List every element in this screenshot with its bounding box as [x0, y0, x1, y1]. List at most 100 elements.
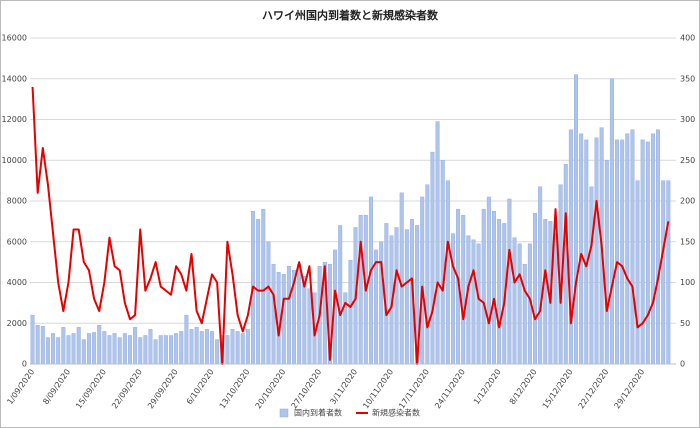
bar	[215, 339, 220, 365]
bar	[174, 333, 179, 365]
bar	[399, 192, 404, 365]
bar	[481, 208, 486, 365]
bar	[56, 337, 61, 365]
bar	[179, 331, 184, 365]
bar	[666, 180, 671, 365]
bar	[522, 263, 527, 365]
bar	[240, 333, 245, 365]
bar	[584, 139, 589, 365]
bar	[256, 219, 261, 365]
bar	[358, 215, 363, 365]
y2-tick-label: 50	[680, 319, 690, 328]
bar	[184, 314, 189, 365]
bar	[61, 327, 66, 365]
bar	[45, 337, 50, 365]
y-tick-label: 6000	[7, 237, 27, 246]
bar	[538, 186, 543, 365]
bar	[51, 333, 56, 365]
bar	[271, 263, 276, 365]
bar	[486, 196, 491, 365]
bar	[348, 259, 353, 365]
bar	[266, 241, 271, 365]
bar	[102, 331, 107, 365]
y2-tick-label: 150	[680, 237, 695, 246]
bar	[76, 327, 81, 365]
bar	[230, 329, 235, 365]
bar	[122, 333, 127, 365]
bar	[491, 210, 496, 365]
bar	[543, 219, 548, 365]
y-tick-label: 14000	[2, 74, 27, 83]
bar	[168, 335, 173, 365]
bar	[553, 233, 558, 365]
bar	[199, 331, 204, 365]
bar	[307, 288, 312, 365]
y-tick-label: 12000	[2, 115, 27, 124]
bar	[656, 129, 661, 365]
bar	[40, 326, 45, 365]
bar	[640, 139, 645, 365]
bar	[609, 78, 614, 365]
y-tick-label: 10000	[2, 156, 27, 165]
bar	[512, 237, 517, 365]
bar	[476, 243, 481, 365]
bar	[425, 184, 430, 365]
bar	[81, 339, 86, 365]
bar	[281, 274, 286, 365]
bar	[35, 325, 40, 365]
bar	[92, 332, 97, 365]
bar	[574, 74, 579, 365]
bar	[97, 325, 102, 365]
bar	[645, 141, 650, 365]
bar	[112, 333, 117, 365]
bar	[497, 219, 502, 365]
bar	[297, 263, 302, 365]
bar	[66, 335, 71, 365]
bar	[30, 314, 35, 365]
bar	[604, 160, 609, 365]
y2-tick-label: 350	[680, 74, 695, 83]
bar	[153, 339, 158, 365]
bar	[661, 180, 666, 365]
bar	[158, 335, 163, 365]
bar	[594, 137, 599, 365]
bar	[517, 243, 522, 365]
bar	[450, 233, 455, 365]
bar	[127, 335, 132, 365]
bar	[374, 249, 379, 365]
bar	[394, 227, 399, 365]
bar	[71, 333, 76, 365]
bar	[368, 196, 373, 365]
bar	[245, 329, 250, 365]
bar	[461, 215, 466, 365]
bar	[589, 186, 594, 365]
bar	[143, 335, 148, 365]
y-tick-label: 0	[22, 360, 27, 369]
bar	[435, 121, 440, 365]
bar	[471, 239, 476, 365]
bar	[563, 164, 568, 365]
bar	[189, 329, 194, 365]
bar	[635, 180, 640, 365]
bar	[148, 329, 153, 365]
bar	[194, 327, 199, 365]
legend-label: 国内到着者数	[294, 408, 342, 418]
bar	[404, 229, 409, 365]
bar	[420, 196, 425, 365]
bar	[533, 213, 538, 365]
y2-tick-label: 300	[680, 115, 695, 124]
y-tick-label: 2000	[7, 319, 27, 328]
bar	[204, 329, 209, 365]
bar	[630, 129, 635, 365]
bar	[625, 133, 630, 365]
y2-tick-label: 0	[680, 360, 685, 369]
bar	[302, 276, 307, 365]
bar	[650, 133, 655, 365]
bar	[507, 198, 512, 365]
bar	[107, 335, 112, 365]
y2-tick-label: 400	[680, 34, 695, 43]
bar	[225, 335, 230, 365]
y-tick-label: 16000	[2, 34, 27, 43]
bar	[568, 129, 573, 365]
